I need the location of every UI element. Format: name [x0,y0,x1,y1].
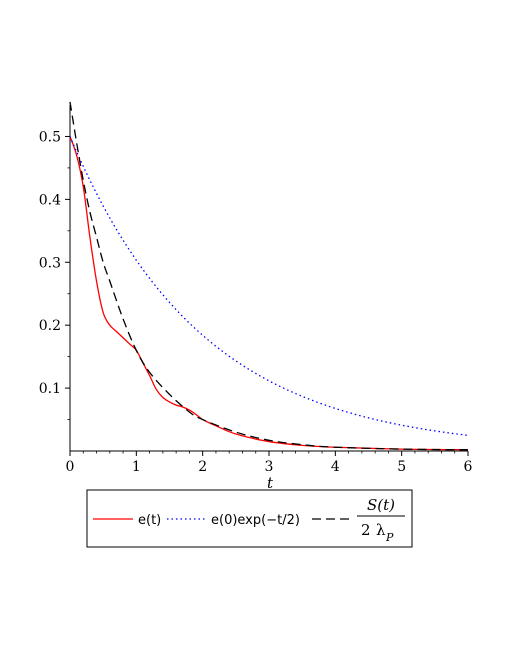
series-layer [69,101,469,451]
x-tick-label: 6 [464,459,473,475]
series-line-2 [69,136,469,436]
y-tick-label: 0.2 [39,318,61,334]
x-tick-label: 4 [331,459,340,475]
legend: e(t) e(0)exp(−t/2) S(t) 2 λ P [86,489,413,548]
series-line-1 [69,136,469,451]
x-tick-label: 2 [198,459,207,475]
x-axis-title: t [267,474,274,492]
legend-label-st-den-lambda: λ [376,521,386,539]
legend-box [86,489,413,548]
series-line-3 [69,101,469,451]
y-tick-label: 0.4 [39,192,61,208]
y-tick-label: 0.1 [39,381,61,397]
legend-label-et: e(t) [138,513,161,528]
x-tick-label: 1 [132,459,141,475]
x-tick-label: 3 [265,459,274,475]
legend-label-st-den-subscript: P [385,531,394,544]
x-tick-label: 0 [66,459,75,475]
y-tick-label: 0.3 [39,255,61,271]
legend-label-st-numerator: S(t) [367,496,395,514]
y-tick-label: 0.5 [39,129,61,145]
axes [65,105,469,456]
legend-label-st-den-number: 2 [361,521,371,539]
legend-label-exp: e(0)exp(−t/2) [211,513,300,528]
tick-labels: 0 1 2 3 4 5 6 0.1 0.2 0.3 0.4 0.5 [39,129,473,475]
x-tick-label: 5 [397,459,406,475]
